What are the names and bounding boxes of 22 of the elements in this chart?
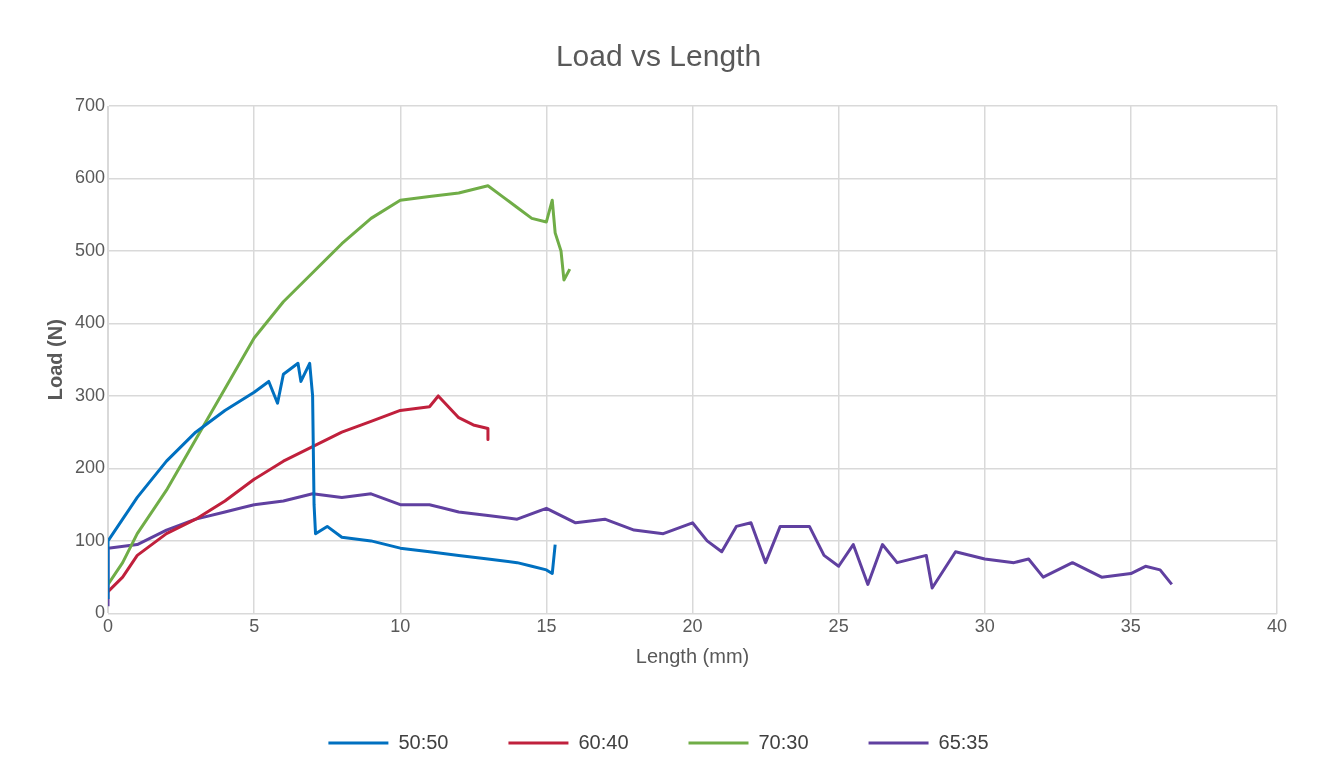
y-tick-label: 700	[74, 94, 106, 115]
y-tick-label: 200	[74, 457, 106, 478]
legend-label: 60:40	[578, 730, 629, 753]
y-tick-label: 400	[74, 312, 106, 333]
y-tick-label: 300	[74, 384, 106, 405]
y-tick-label: 500	[74, 239, 106, 260]
x-tick-label: 10	[390, 616, 411, 637]
legend-label: 50:50	[398, 730, 449, 753]
x-axis-title: Length (mm)	[635, 644, 750, 667]
x-tick-label: 20	[682, 616, 703, 637]
x-tick-label: 40	[1266, 616, 1288, 637]
y-axis-title: Load (N)	[43, 319, 66, 401]
legend-label: 70:30	[758, 730, 809, 753]
legend-label: 65:35	[938, 730, 989, 753]
x-tick-label: 30	[974, 616, 995, 637]
x-tick-label: 25	[828, 616, 849, 637]
y-tick-label: 600	[74, 167, 106, 188]
y-tick-label: 100	[74, 529, 106, 550]
x-tick-label: 5	[249, 616, 260, 637]
x-tick-label: 35	[1120, 616, 1141, 637]
x-tick-label: 15	[536, 616, 557, 637]
chart-title: Load vs Length	[555, 39, 762, 73]
